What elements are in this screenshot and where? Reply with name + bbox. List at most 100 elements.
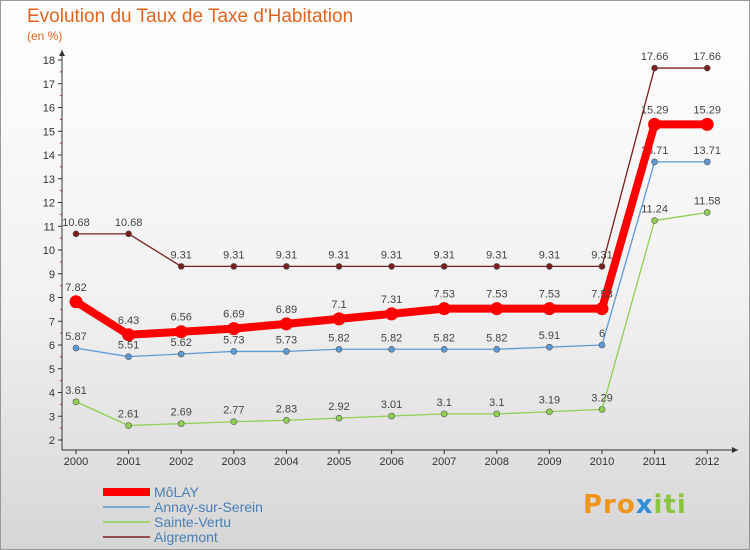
y-tick-label: 13 (43, 174, 55, 186)
data-point-annay-sur-serein (651, 158, 658, 166)
data-point-sainte-vertu (177, 420, 185, 427)
data-label-m-lay: 7.53 (486, 289, 507, 301)
x-tick-label: 2010 (590, 456, 614, 468)
x-tick-label: 2000 (64, 456, 88, 468)
y-tick-label: 3 (49, 411, 55, 423)
data-label-m-lay: 6.43 (118, 315, 139, 327)
data-label-aigremont: 9.31 (591, 249, 612, 261)
data-label-m-lay: 7.53 (433, 289, 454, 301)
data-label-annay-sur-serein: 5.73 (223, 334, 244, 346)
data-point-annay-sur-serein (546, 343, 553, 351)
data-point-aigremont (388, 263, 395, 270)
data-point-aigremont (703, 64, 711, 72)
data-point-m-lay (174, 325, 188, 339)
data-label-sainte-vertu: 2.77 (223, 405, 244, 417)
data-point-annay-sur-serein (388, 345, 395, 353)
data-point-m-lay (490, 302, 504, 316)
chart-title: Evolution du Taux de Taxe d'Habitation (27, 6, 354, 27)
data-point-sainte-vertu (546, 408, 553, 416)
data-label-aigremont: 9.31 (170, 249, 191, 261)
data-label-annay-sur-serein: 5.62 (170, 337, 191, 349)
x-tick-label: 2005 (327, 456, 351, 468)
data-label-annay-sur-serein: 5.82 (433, 332, 454, 344)
data-label-aigremont: 9.31 (433, 249, 454, 261)
proxiti-logo: Proxiti (583, 490, 687, 520)
x-tick-label: 2002 (169, 456, 193, 468)
data-point-annay-sur-serein (230, 348, 238, 355)
x-tick-label: 2008 (485, 456, 509, 468)
data-label-aigremont: 9.31 (223, 249, 244, 261)
data-point-aigremont (230, 263, 238, 270)
y-tick-label: 18 (43, 55, 55, 67)
data-label-aigremont: 17.66 (693, 51, 721, 63)
y-tick-label: 12 (43, 198, 55, 210)
data-point-annay-sur-serein (72, 344, 80, 352)
data-label-aigremont: 10.68 (115, 217, 143, 229)
y-tick-label: 8 (49, 293, 55, 305)
data-label-m-lay: 7.31 (381, 294, 402, 306)
data-label-m-lay: 7.1 (331, 299, 346, 311)
data-point-sainte-vertu (388, 412, 395, 420)
data-label-m-lay: 6.89 (276, 304, 297, 316)
data-label-sainte-vertu: 3.29 (591, 392, 612, 404)
x-tick-label: 2003 (222, 456, 246, 468)
x-tick-label: 2006 (379, 456, 403, 468)
data-label-m-lay: 15.29 (693, 104, 721, 116)
data-label-m-lay: 6.69 (223, 309, 244, 321)
data-point-m-lay (122, 328, 136, 342)
data-label-annay-sur-serein: 5.87 (65, 331, 86, 343)
data-label-aigremont: 9.31 (276, 249, 297, 261)
series-line-aigremont (75, 67, 708, 268)
data-point-aigremont (335, 263, 343, 270)
data-label-annay-sur-serein: 5.51 (118, 340, 139, 352)
data-label-aigremont: 9.31 (381, 249, 402, 261)
data-point-sainte-vertu (283, 416, 290, 424)
data-point-annay-sur-serein (493, 345, 501, 353)
data-label-annay-sur-serein: 5.73 (276, 334, 297, 346)
y-tick-label: 2 (49, 435, 55, 447)
data-point-annay-sur-serein (125, 353, 132, 360)
data-label-sainte-vertu: 11.24 (641, 204, 668, 216)
data-label-aigremont: 9.31 (486, 249, 507, 261)
legend-label-m-lay: MôLAY (154, 484, 200, 500)
data-point-sainte-vertu (703, 209, 711, 216)
data-point-annay-sur-serein (177, 350, 185, 358)
data-label-annay-sur-serein: 5.82 (486, 332, 507, 344)
data-point-aigremont (651, 64, 658, 72)
x-axis-arrow (732, 447, 738, 453)
data-point-m-lay (385, 307, 399, 321)
data-point-aigremont (125, 230, 132, 238)
data-label-sainte-vertu: 3.61 (65, 385, 86, 397)
data-point-aigremont (72, 230, 80, 238)
data-point-annay-sur-serein (440, 345, 448, 353)
data-point-aigremont (177, 263, 185, 270)
data-point-sainte-vertu (230, 418, 238, 426)
y-tick-label: 15 (43, 126, 55, 138)
y-tick-label: 11 (44, 221, 55, 233)
y-tick-label: 9 (49, 269, 55, 281)
data-point-m-lay (595, 302, 609, 316)
data-point-annay-sur-serein (703, 158, 711, 166)
data-point-m-lay (542, 302, 556, 316)
x-tick-label: 2012 (695, 456, 719, 468)
data-label-annay-sur-serein: 5.82 (381, 332, 402, 344)
y-tick-label: 17 (43, 79, 55, 91)
data-point-sainte-vertu (598, 406, 606, 413)
data-point-sainte-vertu (125, 422, 132, 429)
data-point-aigremont (546, 263, 553, 270)
data-label-m-lay: 6.56 (170, 312, 191, 324)
data-point-sainte-vertu (335, 414, 343, 422)
data-point-annay-sur-serein (283, 348, 290, 355)
data-point-sainte-vertu (651, 217, 658, 224)
y-tick-label: 10 (43, 245, 55, 257)
data-label-sainte-vertu: 2.92 (328, 401, 349, 413)
data-label-m-lay: 7.53 (539, 289, 560, 301)
y-tick-label: 16 (43, 103, 55, 115)
legend-label-annay-sur-serein: Annay-sur-Serein (154, 499, 263, 515)
data-label-sainte-vertu: 2.61 (118, 409, 139, 421)
data-point-aigremont (283, 263, 290, 270)
data-point-aigremont (598, 263, 606, 270)
data-point-sainte-vertu (440, 410, 448, 418)
y-tick-label: 7 (49, 316, 55, 328)
